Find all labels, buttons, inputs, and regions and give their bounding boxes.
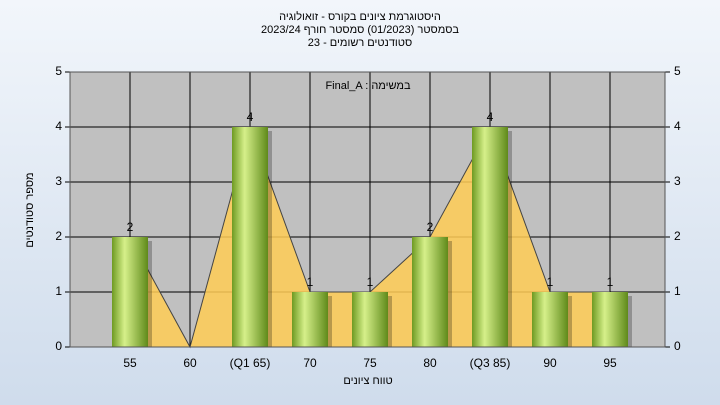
y-tick-label: 2 [674, 229, 681, 243]
value-label: 4 [487, 110, 494, 124]
y-tick-label: 4 [55, 119, 62, 133]
value-label: 4 [247, 110, 254, 124]
x-tick-label: 80 [423, 356, 437, 370]
x-tick-label: (Q3 85) [470, 356, 511, 370]
x-tick-label: 90 [543, 356, 557, 370]
y-tick-label: 1 [674, 284, 681, 298]
y-tick-label: 4 [674, 119, 681, 133]
plot-border [69, 71, 666, 348]
y-tick-label: 5 [55, 64, 62, 78]
y-axis-label: מספר סטודנטים [24, 172, 36, 247]
bar [472, 127, 508, 347]
x-tick-label: (Q1 65) [230, 356, 271, 370]
bar [532, 292, 568, 347]
y-tick-label: 3 [674, 174, 681, 188]
value-label: 2 [127, 220, 134, 234]
x-tick-label: 55 [123, 356, 137, 370]
bar [592, 292, 628, 347]
x-tick-label: 60 [183, 356, 197, 370]
y-tick-label: 2 [55, 229, 62, 243]
annotation: Final_A : במשימה [325, 80, 411, 92]
bar [232, 127, 268, 347]
bar [292, 292, 328, 347]
chart-title: היסטוגרמת ציונים בקורס - זואולוגיה [279, 10, 441, 23]
value-label: 1 [367, 275, 374, 289]
x-tick-label: 95 [603, 356, 617, 370]
bar [412, 237, 448, 347]
bar [352, 292, 388, 347]
chart-subtitle: סטודנטים רשומים - 23 [308, 37, 412, 49]
value-label: 1 [607, 275, 614, 289]
y-tick-label: 1 [55, 284, 62, 298]
y-tick-label: 3 [55, 174, 62, 188]
chart-subtitle: בסמסטר (01/2023) סמסטר חורף 2023/24 [261, 24, 459, 36]
y-tick-label: 5 [674, 64, 681, 78]
x-tick-label: 70 [303, 356, 317, 370]
x-axis-label: טווח ציונים [343, 375, 392, 387]
value-label: 2 [427, 220, 434, 234]
value-label: 1 [307, 275, 314, 289]
y-tick-label: 0 [674, 339, 681, 353]
x-tick-label: 75 [363, 356, 377, 370]
bar [112, 237, 148, 347]
y-tick-label: 0 [55, 339, 62, 353]
value-label: 1 [547, 275, 554, 289]
